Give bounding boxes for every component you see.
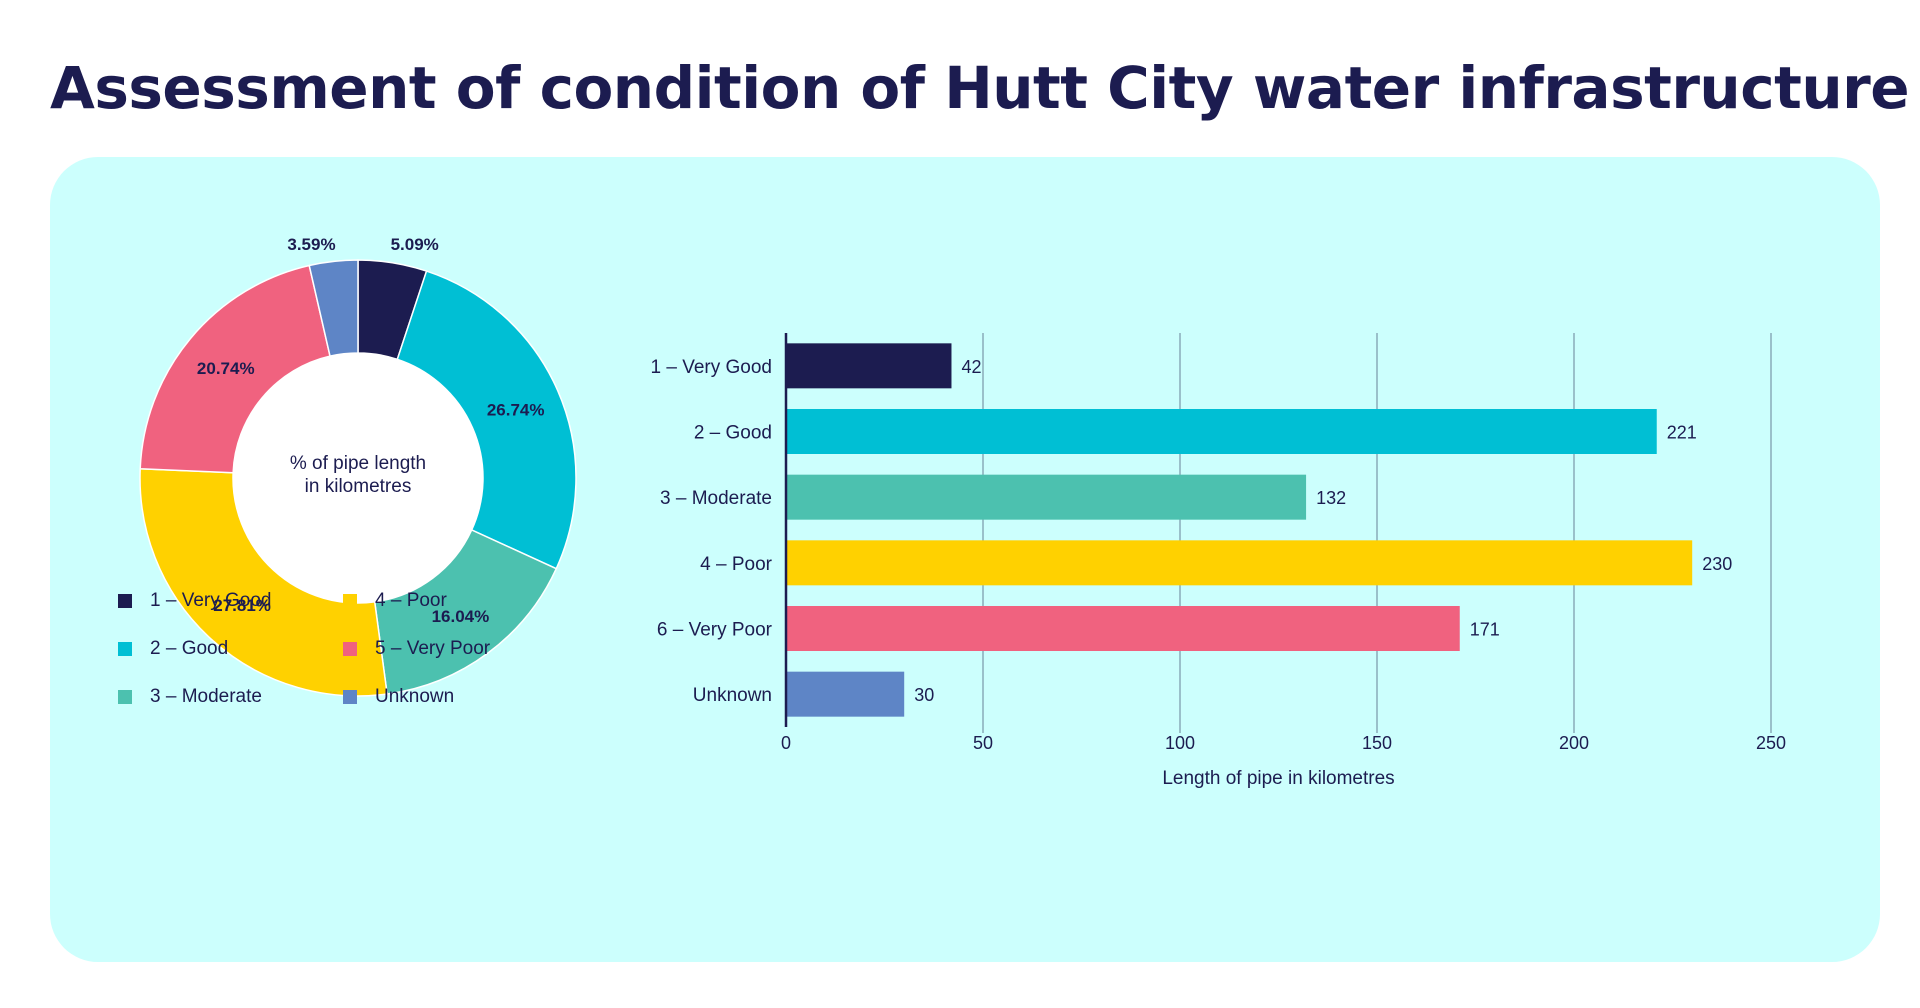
bar-value-label: 30 bbox=[914, 685, 934, 705]
legend-swatch bbox=[343, 642, 357, 656]
legend-item-5-very-poor: 5 – Very Poor bbox=[343, 638, 538, 660]
legend-label: Unknown bbox=[375, 686, 455, 707]
donut-center-label-line-1: % of pipe length bbox=[290, 453, 426, 474]
legend-item-4-poor: 4 – Poor bbox=[343, 590, 538, 612]
x-tick-label: 200 bbox=[1559, 733, 1589, 753]
bar-3-moderate bbox=[787, 474, 1307, 520]
category-label: Unknown bbox=[693, 685, 772, 706]
category-label: 6 – Very Poor bbox=[657, 620, 773, 641]
bar-value-label: 171 bbox=[1470, 620, 1500, 640]
bar-6-very-poor bbox=[787, 606, 1460, 651]
category-label: 3 – Moderate bbox=[660, 488, 772, 509]
bar-value-label: 221 bbox=[1667, 423, 1697, 443]
donut-data-label: 20.74% bbox=[197, 359, 255, 378]
legend-item-3-moderate: 3 – Moderate bbox=[118, 686, 343, 708]
x-tick-label: 50 bbox=[973, 733, 993, 753]
x-tick-label: 250 bbox=[1756, 733, 1786, 753]
chart-title: Assessment of condition of Hutt City wat… bbox=[50, 54, 1910, 122]
legend-swatch bbox=[343, 594, 357, 608]
bar-1-very-good bbox=[787, 343, 952, 389]
category-label: 4 – Poor bbox=[700, 554, 772, 575]
bar-value-label: 42 bbox=[961, 357, 981, 377]
legend-label: 3 – Moderate bbox=[150, 686, 262, 707]
legend-item-2-good: 2 – Good bbox=[118, 638, 343, 660]
x-tick-label: 100 bbox=[1165, 733, 1195, 753]
legend-item-1-very-good: 1 – Very Good bbox=[118, 590, 343, 612]
donut-hole bbox=[233, 353, 483, 603]
legend-label: 2 – Good bbox=[150, 638, 229, 659]
donut-data-label: 5.09% bbox=[391, 235, 439, 254]
donut-data-label: 26.74% bbox=[487, 400, 545, 419]
legend-item-unknown: Unknown bbox=[343, 686, 538, 708]
bar-4-poor bbox=[787, 540, 1693, 586]
legend-swatch bbox=[118, 594, 132, 608]
bar-value-label: 230 bbox=[1702, 554, 1732, 574]
donut-data-label: 16.04% bbox=[432, 607, 490, 626]
category-label: 2 – Good bbox=[694, 423, 772, 444]
donut-legend: 1 – Very Good 4 – Poor 2 – Good 5 – Very Po… bbox=[118, 590, 538, 708]
x-tick-label: 150 bbox=[1362, 733, 1392, 753]
bar-unknown bbox=[787, 671, 905, 717]
category-label: 1 – Very Good bbox=[651, 357, 772, 378]
legend-label: 5 – Very Poor bbox=[375, 638, 491, 659]
donut-data-label: 27.81% bbox=[213, 596, 271, 615]
bar-2-good bbox=[787, 409, 1657, 454]
bar-value-label: 132 bbox=[1316, 488, 1346, 508]
x-axis-title: Length of pipe in kilometres bbox=[1162, 768, 1394, 789]
legend-label: 1 – Very Good bbox=[150, 590, 272, 611]
legend-swatch bbox=[118, 690, 132, 704]
legend-label: 4 – Poor bbox=[375, 590, 447, 611]
legend-swatch bbox=[118, 642, 132, 656]
donut-center-label-line-2: in kilometres bbox=[305, 476, 412, 497]
x-tick-label: 0 bbox=[781, 733, 791, 753]
legend-swatch bbox=[343, 690, 357, 704]
donut-data-label: 3.59% bbox=[287, 235, 335, 254]
